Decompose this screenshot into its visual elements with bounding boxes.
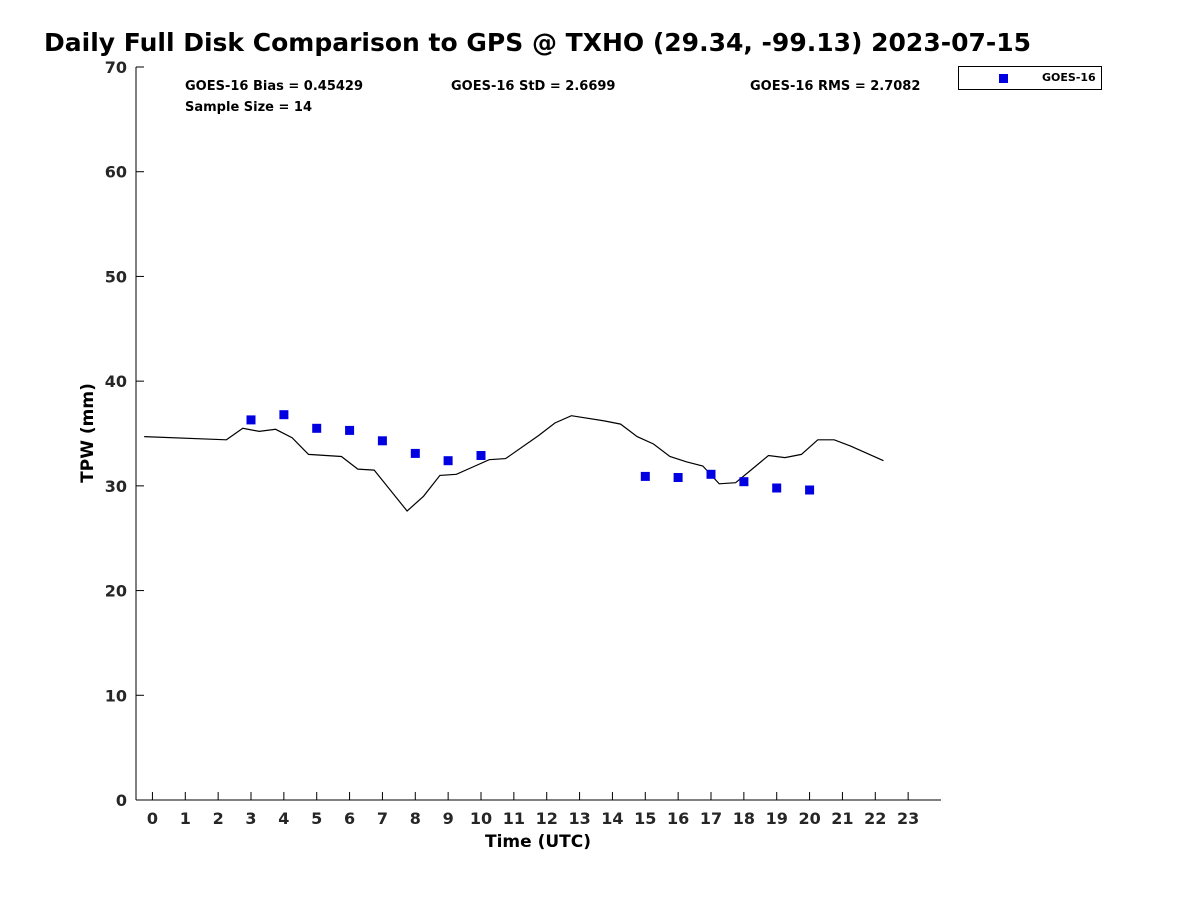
y-tick-label: 40 bbox=[105, 372, 127, 391]
sample-size-annotation: Sample Size = 14 bbox=[185, 100, 313, 115]
legend-marker-goes16 bbox=[999, 74, 1008, 83]
x-tick-label: 7 bbox=[377, 809, 388, 828]
goes16-point bbox=[772, 483, 782, 493]
x-tick-label: 16 bbox=[667, 809, 689, 828]
x-tick-label: 6 bbox=[344, 809, 355, 828]
goes16-point bbox=[312, 423, 322, 433]
x-tick-label: 1 bbox=[180, 809, 191, 828]
goes16-point bbox=[673, 473, 683, 482]
gps-line bbox=[144, 415, 884, 512]
x-tick-label: 20 bbox=[798, 809, 820, 828]
y-tick-label: 70 bbox=[105, 58, 127, 77]
x-tick-label: 4 bbox=[278, 809, 289, 828]
y-tick-label: 20 bbox=[105, 582, 127, 601]
x-tick-label: 21 bbox=[831, 809, 853, 828]
x-ticks: 0 1 2 3 4 5 6 7 8 9 10 11 12 13 14 15 16 17 18 19 20 21 22 23 bbox=[147, 792, 919, 828]
chart-title: Daily Full Disk Comparison to GPS @ TXHO… bbox=[44, 28, 1032, 57]
x-tick-label: 22 bbox=[864, 809, 886, 828]
x-tick-label: 14 bbox=[601, 809, 623, 828]
x-tick-label: 15 bbox=[634, 809, 656, 828]
goes16-point bbox=[706, 469, 716, 479]
x-tick-label: 5 bbox=[311, 809, 322, 828]
x-tick-label: 8 bbox=[410, 809, 421, 828]
bias-annotation: GOES-16 Bias = 0.45429 bbox=[185, 79, 364, 94]
y-tick-label: 50 bbox=[105, 267, 127, 286]
goes16-point bbox=[640, 471, 650, 481]
x-tick-label: 3 bbox=[245, 809, 256, 828]
goes16-point bbox=[805, 485, 815, 495]
legend-label-goes16: GOES-16 bbox=[1042, 71, 1096, 84]
y-axis-label: TPW (mm) bbox=[78, 383, 98, 483]
std-annotation: GOES-16 StD = 2.6699 bbox=[451, 79, 616, 94]
goes16-point bbox=[279, 410, 289, 420]
goes16-point bbox=[476, 451, 486, 460]
chart-series bbox=[144, 410, 884, 512]
x-tick-label: 11 bbox=[503, 809, 525, 828]
goes16-point bbox=[443, 456, 453, 466]
goes16-point bbox=[377, 436, 387, 446]
x-tick-label: 18 bbox=[733, 809, 755, 828]
x-tick-label: 19 bbox=[766, 809, 788, 828]
x-tick-label: 10 bbox=[470, 809, 492, 828]
goes16-point bbox=[345, 425, 355, 435]
y-ticks: 0 10 20 30 40 50 60 70 bbox=[105, 58, 144, 810]
goes16-point bbox=[739, 477, 749, 487]
x-tick-label: 13 bbox=[568, 809, 590, 828]
goes16-point bbox=[410, 448, 420, 458]
x-tick-label: 9 bbox=[443, 809, 454, 828]
y-tick-label: 0 bbox=[116, 791, 127, 810]
rms-annotation: GOES-16 RMS = 2.7082 bbox=[750, 79, 921, 94]
chart-axes bbox=[135, 67, 941, 801]
x-axis-label: Time (UTC) bbox=[485, 832, 591, 852]
x-tick-label: 0 bbox=[147, 809, 158, 828]
goes16-point bbox=[246, 415, 256, 425]
x-tick-label: 2 bbox=[213, 809, 224, 828]
legend: GOES-16 bbox=[958, 66, 1102, 90]
x-tick-label: 12 bbox=[536, 809, 558, 828]
y-tick-label: 10 bbox=[105, 686, 127, 705]
y-tick-label: 60 bbox=[105, 163, 127, 182]
x-tick-label: 17 bbox=[700, 809, 722, 828]
x-tick-label: 23 bbox=[897, 809, 919, 828]
y-tick-label: 30 bbox=[105, 477, 127, 496]
